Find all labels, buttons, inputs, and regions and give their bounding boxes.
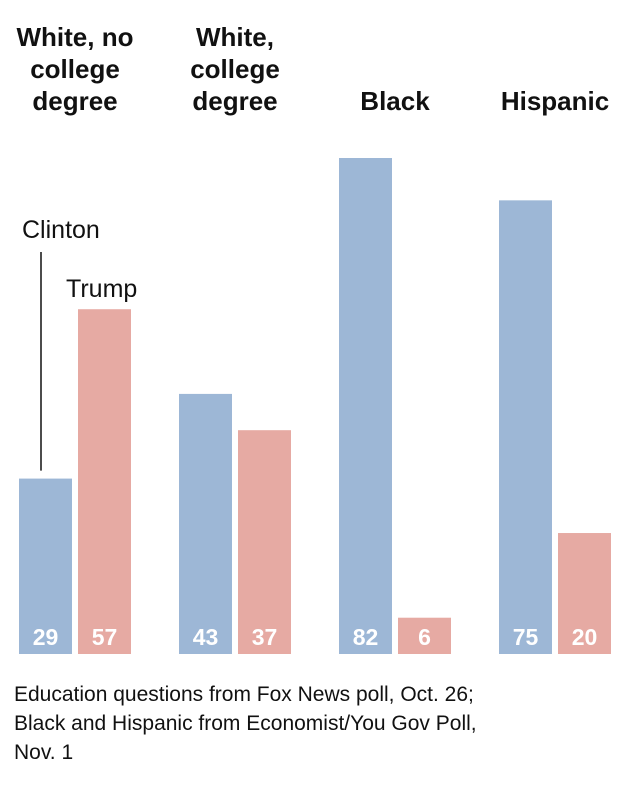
category-label: college (30, 54, 120, 84)
category-label: college (190, 54, 280, 84)
value-label: 82 (353, 624, 379, 650)
value-label: 43 (193, 624, 219, 650)
series-label-clinton: Clinton (22, 216, 100, 244)
value-label: 29 (33, 624, 59, 650)
trump-bar (398, 617, 451, 654)
category-label: Hispanic (501, 86, 609, 116)
trump-bar (238, 430, 291, 654)
value-label: 57 (92, 624, 118, 650)
clinton-bar (179, 393, 232, 654)
source-line-3: Nov. 1 (14, 741, 74, 764)
value-label: 37 (252, 624, 278, 650)
category-label: White, (196, 22, 274, 52)
value-label: 6 (418, 624, 431, 650)
source-line-2: Black and Hispanic from Economist/You Go… (14, 712, 477, 735)
clinton-bar (499, 200, 552, 654)
trump-bar (78, 309, 131, 654)
category-label: degree (192, 86, 277, 116)
value-label: 20 (572, 624, 598, 650)
clinton-bar (339, 158, 392, 654)
source-line-1: Education questions from Fox News poll, … (14, 683, 474, 706)
clinton-bar (19, 478, 72, 654)
value-label: 75 (513, 624, 539, 650)
category-label: Black (360, 86, 430, 116)
bar-chart: White, nocollegedegreeWhite,collegedegre… (17, 22, 611, 654)
source-note: Education questions from Fox News poll, … (14, 680, 614, 767)
category-label: White, no (17, 22, 134, 52)
category-label: degree (32, 86, 117, 116)
trump-bar (558, 533, 611, 654)
series-label-trump: Trump (66, 275, 137, 303)
